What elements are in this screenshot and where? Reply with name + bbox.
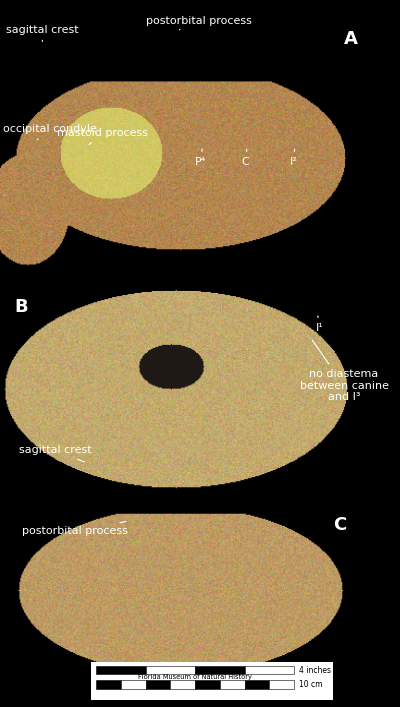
Text: I²: I² [290, 149, 297, 167]
Bar [121, 680, 146, 689]
Text: sagittal crest: sagittal crest [6, 25, 78, 42]
Text: postorbital process: postorbital process [22, 522, 128, 536]
Text: sagittal crest: sagittal crest [19, 445, 92, 462]
Text: postorbital process: postorbital process [146, 16, 252, 30]
Bar [244, 680, 269, 689]
Text: 4 inches: 4 inches [298, 665, 330, 674]
Bar [269, 680, 294, 689]
Text: C: C [333, 516, 346, 534]
Text: Florida Museum of Natural History: Florida Museum of Natural History [138, 674, 252, 680]
Bar [146, 680, 170, 689]
Bar [96, 680, 121, 689]
Text: no diastema
between canine
and I³: no diastema between canine and I³ [300, 340, 389, 402]
Text: C: C [242, 149, 250, 167]
Text: P⁴: P⁴ [195, 149, 206, 167]
Text: 10 cm: 10 cm [298, 680, 322, 689]
Bar [220, 680, 244, 689]
Bar [170, 680, 195, 689]
Text: A: A [344, 30, 358, 47]
Bar [195, 680, 220, 689]
Bar [96, 666, 146, 674]
Bar [91, 662, 333, 700]
Text: mastoid process: mastoid process [57, 128, 148, 144]
Bar [195, 666, 244, 674]
Text: B: B [14, 298, 28, 315]
Bar [244, 666, 294, 674]
Text: I¹: I¹ [316, 316, 324, 333]
Text: occipital condyle: occipital condyle [3, 124, 97, 140]
Bar [146, 666, 195, 674]
